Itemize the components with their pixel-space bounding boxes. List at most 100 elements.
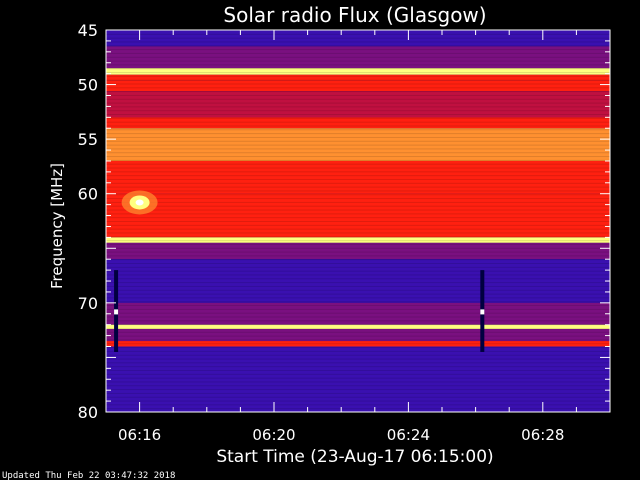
band-12 (106, 242, 610, 260)
band-18 (106, 346, 610, 412)
texture-streak (106, 362, 610, 364)
band-5 (106, 91, 610, 118)
texture-streak (106, 110, 610, 112)
x-tick-label: 06:16 (118, 426, 161, 444)
texture-streak (106, 297, 610, 299)
texture-streak (106, 247, 610, 249)
texture-streak (106, 240, 610, 242)
plot-frame (105, 29, 611, 413)
texture-streak (106, 102, 610, 104)
texture-streak (106, 37, 610, 39)
band-6 (106, 117, 610, 129)
texture-streak (106, 87, 610, 89)
texture-streak (106, 140, 610, 142)
texture-streak (106, 201, 610, 203)
band-14 (106, 302, 610, 325)
texture-streak (106, 301, 610, 303)
y-axis: 45 50 55 60 70 80 (78, 21, 610, 422)
texture-streak (106, 263, 610, 265)
texture-streak (106, 266, 610, 268)
texture-streak (106, 178, 610, 180)
y-tick-label: 45 (78, 21, 98, 40)
texture-streak (106, 343, 610, 345)
texture-streak (106, 75, 610, 77)
texture-streak (106, 358, 610, 360)
x-tick-label: 06:24 (387, 426, 430, 444)
texture-streak (106, 243, 610, 245)
texture-streak (106, 186, 610, 188)
texture-streak (106, 404, 610, 406)
texture-streak (106, 339, 610, 341)
texture-streak (106, 373, 610, 375)
texture-streak (106, 278, 610, 280)
texture-streak (106, 198, 610, 200)
texture-streak (106, 369, 610, 371)
texture-streak (106, 152, 610, 154)
texture-streak (106, 83, 610, 85)
texture-streak (106, 232, 610, 234)
texture-streak (106, 148, 610, 150)
texture-streak (106, 389, 610, 391)
texture-streak (106, 400, 610, 402)
texture-streak (106, 347, 610, 349)
texture-streak (106, 114, 610, 116)
texture-streak (106, 285, 610, 287)
texture-streak (106, 308, 610, 310)
texture-streak (106, 144, 610, 146)
texture-streak (106, 64, 610, 66)
texture-streak (106, 121, 610, 123)
texture-streak (106, 255, 610, 257)
y-tick-label: 70 (78, 294, 98, 313)
texture-streak (106, 236, 610, 238)
texture-streak (106, 98, 610, 100)
texture-streak (106, 392, 610, 394)
texture-streak (106, 72, 610, 74)
band-8 (106, 160, 610, 194)
texture-streak (106, 182, 610, 184)
texture-streak (106, 327, 610, 329)
texture-streak (106, 79, 610, 81)
texture-streak (106, 136, 610, 138)
y-axis-label: Frequency [MHz] (48, 163, 66, 289)
texture-streak (106, 324, 610, 326)
band-10 (106, 221, 610, 238)
x-tick-label: 06:28 (521, 426, 564, 444)
texture-streak (106, 209, 610, 211)
texture-streak (106, 385, 610, 387)
texture-streak (106, 91, 610, 93)
band-16 (106, 329, 610, 342)
texture-streak (106, 129, 610, 131)
texture-streak (106, 68, 610, 70)
texture-streak (106, 194, 610, 196)
texture-streak (106, 282, 610, 284)
texture-streak (106, 45, 610, 47)
texture-streak (106, 94, 610, 96)
y-tick-label: 60 (78, 185, 98, 204)
chart-title: Solar radio Flux (Glasgow) (223, 3, 486, 27)
texture-streak (106, 396, 610, 398)
texture-streak (106, 366, 610, 368)
x-axis: 06:16 06:20 06:24 06:28 (105, 30, 611, 444)
texture-streak (106, 167, 610, 169)
texture-streak (106, 41, 610, 43)
y-tick-label: 55 (78, 130, 98, 149)
texture-streak (106, 106, 610, 108)
texture-streak (106, 190, 610, 192)
y-tick-label: 80 (78, 403, 98, 422)
texture-streak (106, 331, 610, 333)
texture-streak (106, 159, 610, 161)
texture-streak (106, 335, 610, 337)
band-15 (106, 324, 610, 330)
texture-streak (106, 163, 610, 165)
texture-streak (106, 228, 610, 230)
texture-streak (106, 274, 610, 276)
x-tick-label: 06:20 (252, 426, 295, 444)
texture-streak (106, 205, 610, 207)
texture-streak (106, 350, 610, 352)
texture-streak (106, 221, 610, 222)
texture-streak (106, 56, 610, 58)
texture-streak (106, 171, 610, 173)
texture-streak (106, 320, 610, 322)
interference-mark-0 (114, 309, 119, 315)
